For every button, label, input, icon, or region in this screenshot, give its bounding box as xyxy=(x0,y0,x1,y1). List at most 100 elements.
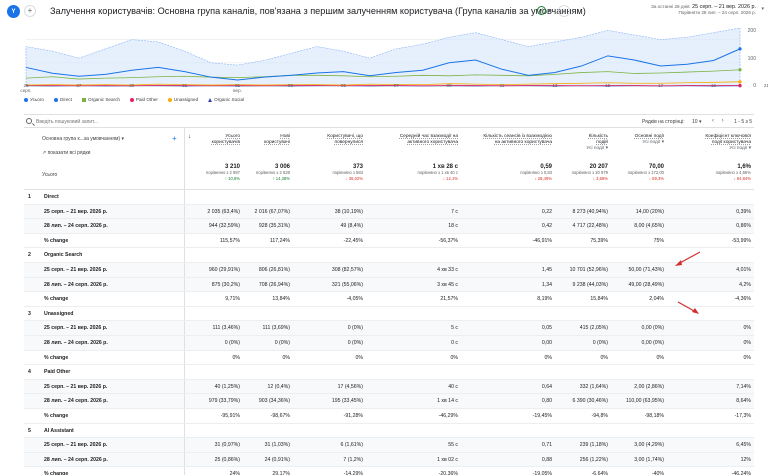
table-cell: 9,71% xyxy=(225,296,240,303)
row-label: 28 лип. – 24 серп. 2026 р. xyxy=(44,398,108,405)
table-cell: 2 035 (63,4%) xyxy=(207,208,240,215)
table-cell: 18 с xyxy=(448,223,458,230)
event-filter-select[interactable]: Усі події ▾ xyxy=(642,140,664,145)
group-row[interactable]: 5 AI Assistant xyxy=(24,423,754,439)
chevron-down-icon[interactable]: ▾ xyxy=(761,6,764,12)
row-label: 25 серп. – 21 вер. 2026 р. xyxy=(44,442,108,449)
table-cell: 15,84% xyxy=(590,296,608,303)
total-value: 20 207 xyxy=(589,164,608,170)
table-cell: 4 хв 33 с xyxy=(437,266,458,273)
legend-drop-icon xyxy=(24,97,28,102)
event-filter-select[interactable]: Усі події ▾ xyxy=(729,146,751,151)
add-comparison-button[interactable]: + xyxy=(24,5,36,17)
table-cell: 806 (26,81%) xyxy=(258,266,290,273)
table-cell: -17,3% xyxy=(734,412,751,419)
rows-per-page-select[interactable]: 10 ▾ xyxy=(692,119,702,125)
table-cell: 415 (2,05%) xyxy=(579,325,608,332)
group-label: Organic Search xyxy=(44,252,83,259)
row-label: 28 лип. – 24 серп. 2026 р. xyxy=(44,456,108,463)
group-row[interactable]: 3 Unassigned xyxy=(24,306,754,322)
table-cell: 239 (1,18%) xyxy=(579,442,608,449)
column-total: 70,00 порівняно з 172,00 ↓ 59,3% xyxy=(628,164,664,182)
legend-item[interactable]: Organic Social xyxy=(208,97,244,102)
table-cell: 960 (29,91%) xyxy=(208,266,240,273)
legend-item[interactable]: Direct xyxy=(54,97,72,102)
total-compare: порівняно з 172,00 xyxy=(627,170,664,175)
add-dimension-button[interactable]: + xyxy=(172,134,177,143)
y-tick-label: 200 xyxy=(747,28,756,34)
table-cell: 0% xyxy=(450,354,459,361)
table-cell: -22,45% xyxy=(343,237,363,244)
annotation-arrow xyxy=(675,251,701,266)
column-header[interactable]: Усього користувачів xyxy=(212,134,240,146)
chevron-down-icon[interactable]: ▾ xyxy=(548,8,552,14)
search-input[interactable] xyxy=(36,117,256,126)
table-cell: 195 (33,45%) xyxy=(331,398,363,405)
legend-item[interactable]: Paid Other xyxy=(129,97,158,102)
pagination-arrows[interactable]: ‹ › xyxy=(712,118,727,124)
table-cell: 2 016 (67,07%) xyxy=(254,208,290,215)
column-header-line2: на активного користувача xyxy=(494,140,552,145)
check-circle-icon[interactable]: ✓ xyxy=(537,6,546,15)
x-tick-label: 15 xyxy=(605,83,611,88)
table-cell: 0 (0%) xyxy=(347,325,363,332)
sort-desc-icon[interactable]: ↓ xyxy=(188,134,191,140)
table-cell: 31 (0,97%) xyxy=(214,442,240,449)
table-cell: 0 (0%) xyxy=(274,339,290,346)
row-label: 25 серп. – 21 вер. 2026 р. xyxy=(44,266,108,273)
column-header[interactable]: Коефіцієнт ключової події користувача Усі … xyxy=(705,134,751,152)
event-filter-select[interactable]: Усі події ▾ xyxy=(586,146,608,151)
column-total: 1,6% порівняно з 4,56% ↓ 64,84% xyxy=(716,164,751,182)
table-cell: 1,45 xyxy=(541,266,552,273)
column-header[interactable]: Нові користувачі xyxy=(264,134,290,146)
table-cell: 8,19% xyxy=(537,296,552,303)
x-tick-label: 29 xyxy=(129,83,135,88)
legend-item[interactable]: Organic Search xyxy=(82,97,120,102)
group-row[interactable]: 1 Direct xyxy=(24,190,754,205)
row-label: 28 лип. – 24 серп. 2026 р. xyxy=(44,339,108,346)
table-cell: 0 с xyxy=(451,339,458,346)
table-cell: 1 хв 02 с xyxy=(437,456,458,463)
dimension-select[interactable]: Основна група к...за умовчанням) ▾ xyxy=(42,136,124,142)
show-all-rows-toggle[interactable]: ↗ показати всі рядки xyxy=(42,150,91,156)
x-tick-label: 13 xyxy=(552,83,558,88)
table-cell: 9 238 (44,03%) xyxy=(572,281,608,288)
top-bar: Y + Залучення користувачів: Основна груп… xyxy=(0,0,768,22)
row-index: 4 xyxy=(28,369,31,376)
table-cell: -19,05% xyxy=(532,471,552,475)
column-header[interactable]: Кількість подій Усі події ▾ xyxy=(586,134,608,152)
column-header[interactable]: Основні події Усі події ▾ xyxy=(635,134,664,146)
page-info: 1 - 5 з 5 xyxy=(734,119,752,125)
series-line-direct xyxy=(25,48,741,81)
group-row[interactable]: 2 Organic Search xyxy=(24,248,754,263)
group-row[interactable]: 4 Paid Other xyxy=(24,365,754,380)
add-title-button[interactable]: + xyxy=(558,5,570,17)
table-cell: 29,17% xyxy=(272,471,290,475)
row-label: % change xyxy=(44,412,69,419)
legend-square-icon xyxy=(82,97,86,102)
row-index: 1 xyxy=(28,194,31,200)
column-total: 0,59 порівняно з 0,83 ↓ 28,49% xyxy=(520,164,552,182)
table-cell: 4,01% xyxy=(736,266,751,273)
table-row: % change -95,91% -98,67% -91,28% -46,29% -19,… xyxy=(24,408,754,424)
table-cell: 31 (1,03%) xyxy=(264,442,290,449)
x-tick-label: 27 xyxy=(76,83,82,88)
legend-item[interactable]: Усього xyxy=(24,97,44,102)
y-tick-label: 0 xyxy=(753,83,756,89)
table-cell: 321 (55,06%) xyxy=(331,281,363,288)
table-cell: 4,2% xyxy=(739,281,751,288)
avatar[interactable]: Y xyxy=(7,5,20,18)
date-range-picker[interactable]: За останні 28 днів 25 серп. – 21 вер. 20… xyxy=(651,4,756,16)
table-cell: 0,05 xyxy=(541,325,552,332)
table-cell: 8,00 (4,65%) xyxy=(634,223,664,230)
table-cell: 55 с xyxy=(448,442,458,449)
column-header[interactable]: Кількість сеансів із взаємодією на активн… xyxy=(483,134,552,146)
column-header[interactable]: Користувачі, що повернулися xyxy=(327,134,363,146)
total-change: ↓ 28,49% xyxy=(534,176,552,181)
legend-item[interactable]: Unassigned xyxy=(167,97,198,102)
table-cell: -53,99% xyxy=(731,237,751,244)
table-row: % change 0% 0% 0% 0% 0% 0% 0% 0% xyxy=(24,350,754,366)
table-cell: 0% xyxy=(656,354,665,361)
column-header[interactable]: Середній час взаємодії на активного корис… xyxy=(400,134,458,146)
column-header-line1: Кількість сеансів із взаємодією xyxy=(483,134,552,139)
